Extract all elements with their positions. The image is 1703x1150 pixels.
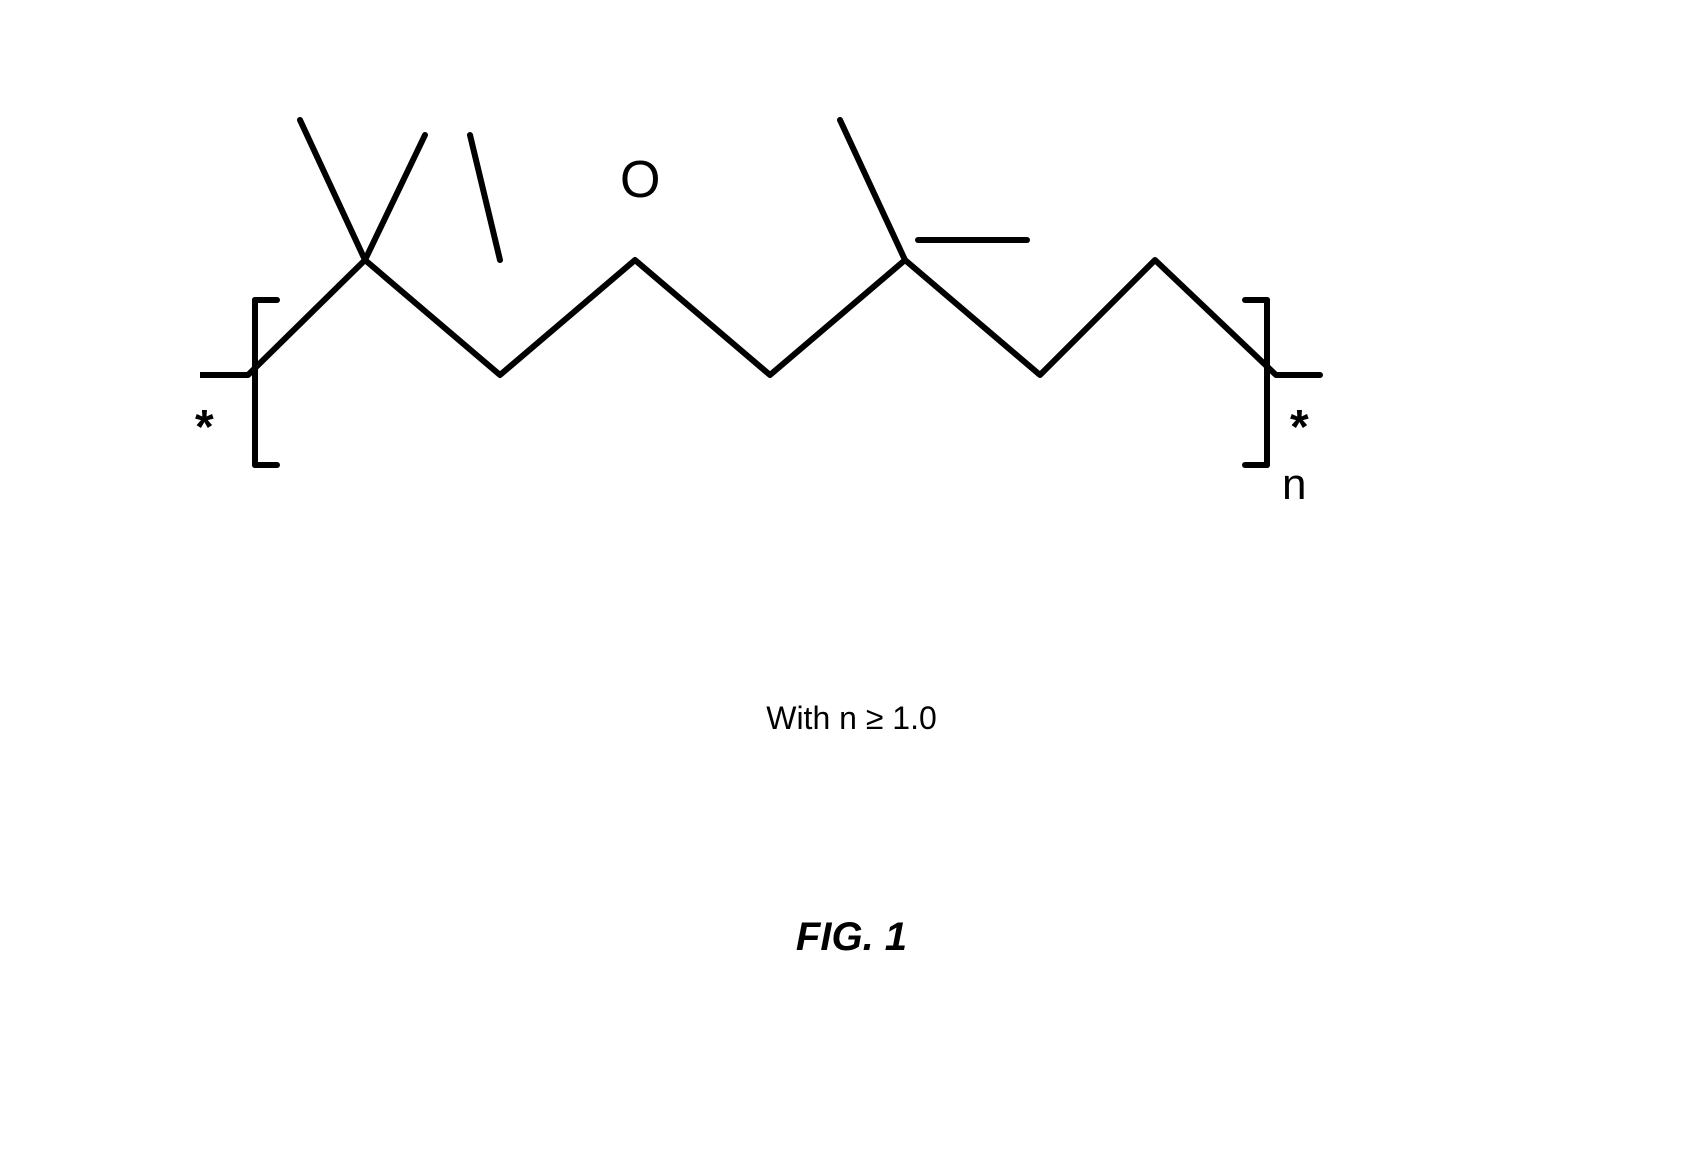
right-asterisk: * <box>1290 400 1309 455</box>
oxygen-label: O <box>620 150 660 210</box>
diagram-caption: With n ≥ 1.0 <box>0 700 1703 737</box>
left-asterisk: * <box>195 400 214 455</box>
repeat-unit-label: n <box>1282 460 1306 510</box>
figure-title: FIG. 1 <box>0 915 1703 960</box>
